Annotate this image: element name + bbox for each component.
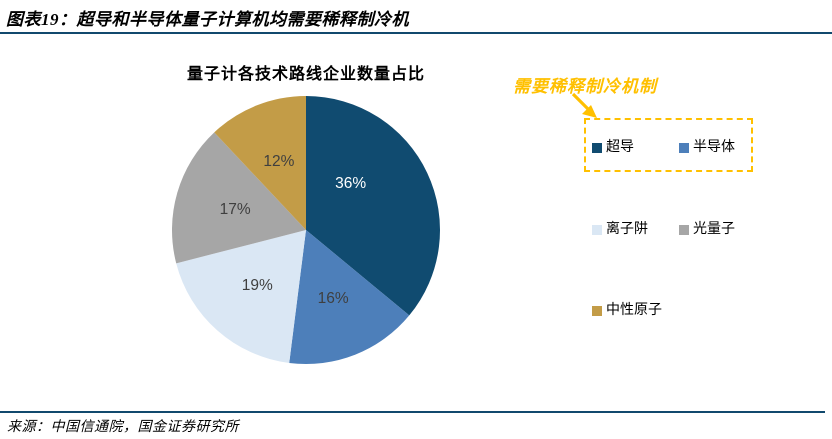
legend-label-photonic: 光量子 <box>693 222 735 237</box>
dilution-group-box <box>584 118 753 172</box>
annotation-label: 需要稀释制冷机制 <box>513 77 657 96</box>
pie-label-光量子: 17% <box>220 201 251 218</box>
legend-label-ion-trap: 离子阱 <box>606 222 648 237</box>
header-divider <box>0 32 832 34</box>
legend-swatch-neutral-atom <box>592 306 602 316</box>
pie-slice-超导 <box>306 96 440 316</box>
source-note: 来源：中国信通院，国金证券研究所 <box>7 420 239 435</box>
pie-slice-离子阱 <box>176 230 306 363</box>
pie-label-中性原子: 12% <box>263 153 294 170</box>
legend-swatch-semiconductor <box>679 143 689 153</box>
pie-chart: 36% 16% 19% 17% 12% <box>162 86 450 374</box>
pie-slice-半导体 <box>289 230 410 364</box>
pie-label-离子阱: 19% <box>242 277 273 294</box>
chart-title: 量子计各技术路线企业数量占比 <box>186 66 425 83</box>
legend-label-semiconductor: 半导体 <box>693 140 735 155</box>
legend-item-neutral-atom: 中性原子 <box>592 304 662 318</box>
legend-swatch-superconducting <box>592 143 602 153</box>
legend-item-semiconductor: 半导体 <box>679 141 735 155</box>
legend-swatch-photonic <box>679 225 689 235</box>
legend-label-superconducting: 超导 <box>606 140 634 155</box>
pie-label-超导: 36% <box>335 175 366 192</box>
figure-title: 图表19：超导和半导体量子计算机均需要稀释制冷机 <box>6 10 409 29</box>
legend-item-photonic: 光量子 <box>679 223 735 237</box>
legend-item-ion-trap: 离子阱 <box>592 223 648 237</box>
pie-slice-光量子 <box>172 132 306 264</box>
pie-chart-svg: 36% 16% 19% 17% 12% <box>172 96 440 364</box>
legend-label-neutral-atom: 中性原子 <box>606 303 662 318</box>
annotation-arrow-icon <box>571 92 597 118</box>
pie-slice-中性原子 <box>214 96 306 230</box>
footer-divider <box>0 411 825 413</box>
legend-swatch-ion-trap <box>592 225 602 235</box>
pie-label-半导体: 16% <box>318 290 349 307</box>
legend-item-superconducting: 超导 <box>592 141 634 155</box>
